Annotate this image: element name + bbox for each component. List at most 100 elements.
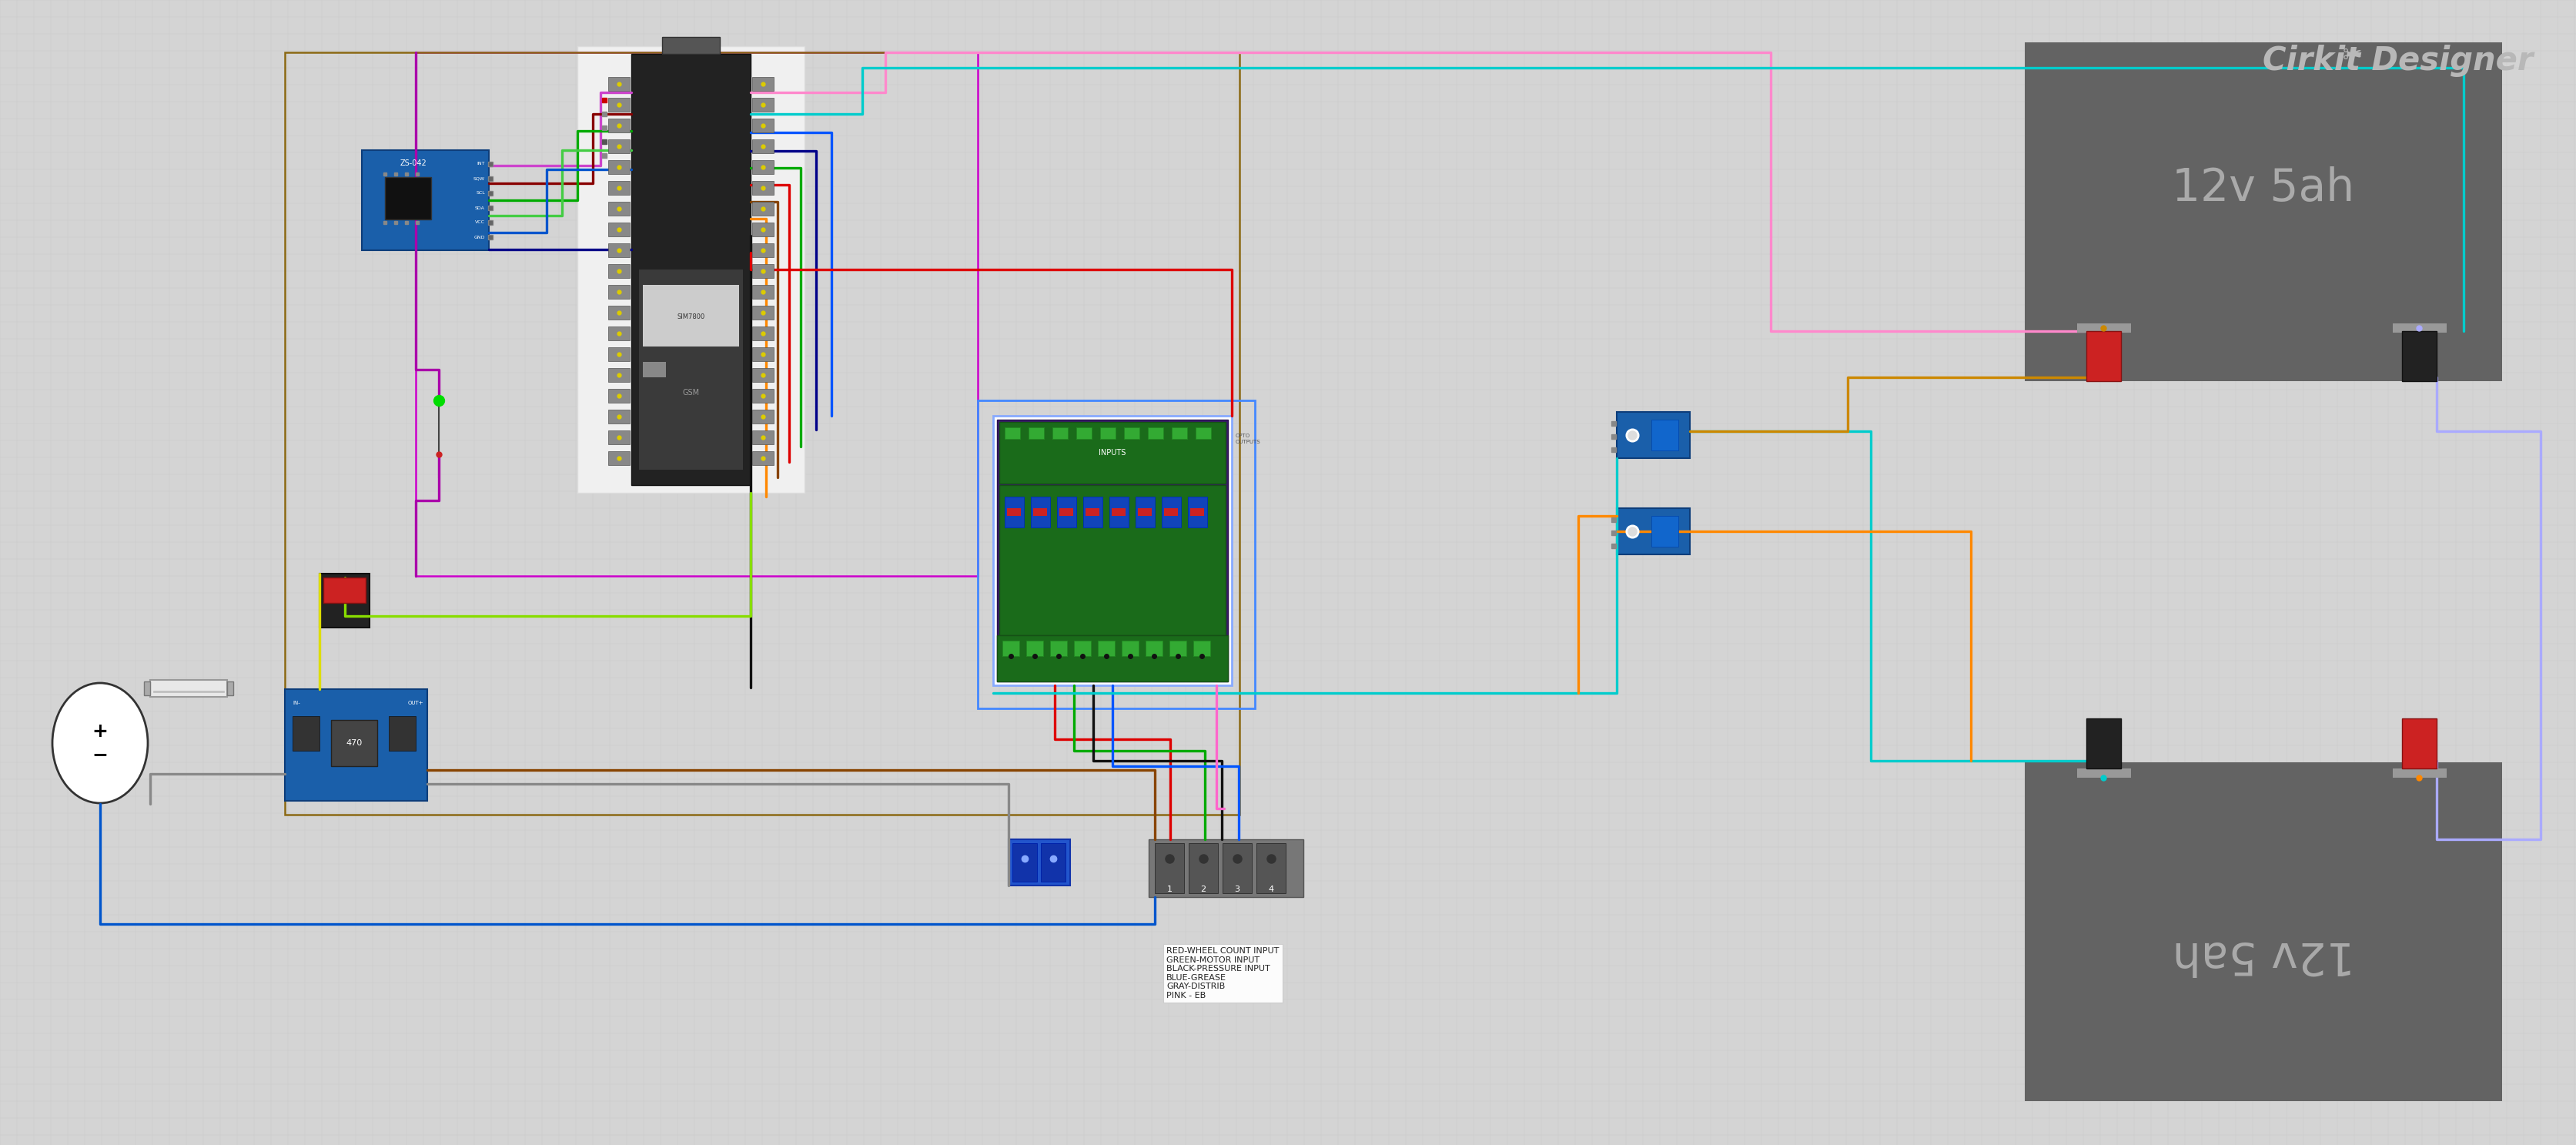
Bar xyxy=(608,97,629,112)
Bar xyxy=(1195,427,1211,439)
Bar xyxy=(999,485,1226,635)
Bar xyxy=(752,285,773,299)
Bar xyxy=(361,150,489,251)
Bar xyxy=(1193,641,1211,656)
Bar xyxy=(1224,843,1252,893)
Bar xyxy=(644,362,667,378)
Bar xyxy=(999,423,1226,483)
Text: INT: INT xyxy=(477,163,484,166)
Bar xyxy=(1190,508,1203,516)
Bar xyxy=(1139,508,1151,516)
Bar xyxy=(577,46,804,492)
Bar xyxy=(2025,763,2501,1101)
Bar xyxy=(752,119,773,133)
Bar xyxy=(332,720,376,766)
Bar xyxy=(1121,641,1139,656)
Text: RED-WHEEL COUNT INPUT
GREEN-MOTOR INPUT
BLACK-PRESSURE INPUT
BLUE-GREASE
GRAY-DI: RED-WHEEL COUNT INPUT GREEN-MOTOR INPUT … xyxy=(1167,947,1280,1000)
Bar xyxy=(752,347,773,361)
Text: 4: 4 xyxy=(1267,885,1273,893)
Bar xyxy=(1188,843,1218,893)
Bar xyxy=(1033,508,1046,516)
Ellipse shape xyxy=(52,684,147,803)
Bar xyxy=(1030,497,1051,528)
Bar xyxy=(2393,768,2447,777)
Bar xyxy=(1164,508,1177,516)
Bar xyxy=(752,97,773,112)
Text: 470: 470 xyxy=(345,740,363,747)
Bar xyxy=(608,77,629,90)
Bar xyxy=(752,202,773,215)
Bar xyxy=(1146,641,1162,656)
Bar xyxy=(752,222,773,236)
Bar xyxy=(997,635,1229,681)
Bar xyxy=(752,431,773,444)
Bar xyxy=(1005,497,1023,528)
Bar xyxy=(2076,323,2130,333)
Bar xyxy=(608,326,629,340)
Text: ZS-042: ZS-042 xyxy=(399,159,428,167)
Text: Cirkit Designer: Cirkit Designer xyxy=(2262,45,2532,77)
Text: 2: 2 xyxy=(1200,885,1206,893)
Bar xyxy=(608,368,629,382)
Bar xyxy=(1113,508,1126,516)
Text: VCC: VCC xyxy=(474,221,484,224)
Bar xyxy=(144,681,149,695)
Bar xyxy=(294,716,319,751)
Bar xyxy=(631,54,750,485)
Bar xyxy=(608,264,629,278)
Bar xyxy=(752,326,773,340)
Text: GND: GND xyxy=(474,235,484,239)
Bar xyxy=(752,410,773,424)
Bar xyxy=(1059,508,1074,516)
Bar xyxy=(979,401,1255,709)
Bar xyxy=(286,53,1239,814)
Bar xyxy=(752,306,773,319)
Bar xyxy=(608,181,629,195)
Bar xyxy=(608,431,629,444)
Bar xyxy=(608,306,629,319)
Bar xyxy=(752,389,773,403)
Bar xyxy=(1084,497,1103,528)
Bar xyxy=(1074,641,1090,656)
Bar xyxy=(752,160,773,174)
Bar xyxy=(1620,416,1687,455)
Bar xyxy=(1172,427,1188,439)
Text: ✂: ✂ xyxy=(2342,45,2362,68)
Bar xyxy=(1041,843,1066,882)
Bar xyxy=(286,689,428,800)
Text: SIM7800: SIM7800 xyxy=(677,314,706,321)
Bar xyxy=(752,264,773,278)
Bar xyxy=(608,119,629,133)
Bar xyxy=(1028,427,1043,439)
Text: INPUTS: INPUTS xyxy=(1100,449,1126,457)
Bar xyxy=(1162,497,1180,528)
Bar xyxy=(2087,331,2120,381)
Bar xyxy=(1054,427,1069,439)
Bar xyxy=(1136,497,1154,528)
Bar xyxy=(752,77,773,90)
Bar xyxy=(1123,427,1139,439)
Bar xyxy=(1100,427,1115,439)
Bar xyxy=(752,368,773,382)
Text: +: + xyxy=(93,722,108,741)
Bar xyxy=(644,285,739,347)
Bar xyxy=(1005,427,1020,439)
Bar xyxy=(2401,718,2437,768)
Bar xyxy=(608,389,629,403)
Bar xyxy=(608,285,629,299)
Bar xyxy=(289,693,422,797)
Bar xyxy=(752,140,773,153)
Text: GSM: GSM xyxy=(683,389,701,396)
Bar xyxy=(2087,718,2120,768)
Bar xyxy=(1110,497,1128,528)
Bar xyxy=(608,347,629,361)
Text: OUT+: OUT+ xyxy=(407,701,422,705)
Bar xyxy=(1149,427,1164,439)
Bar xyxy=(1149,839,1303,897)
Bar xyxy=(2401,331,2437,381)
Bar xyxy=(1097,641,1115,656)
Bar xyxy=(608,244,629,258)
Bar xyxy=(1010,839,1069,885)
Bar xyxy=(384,177,430,220)
Bar xyxy=(662,37,719,54)
